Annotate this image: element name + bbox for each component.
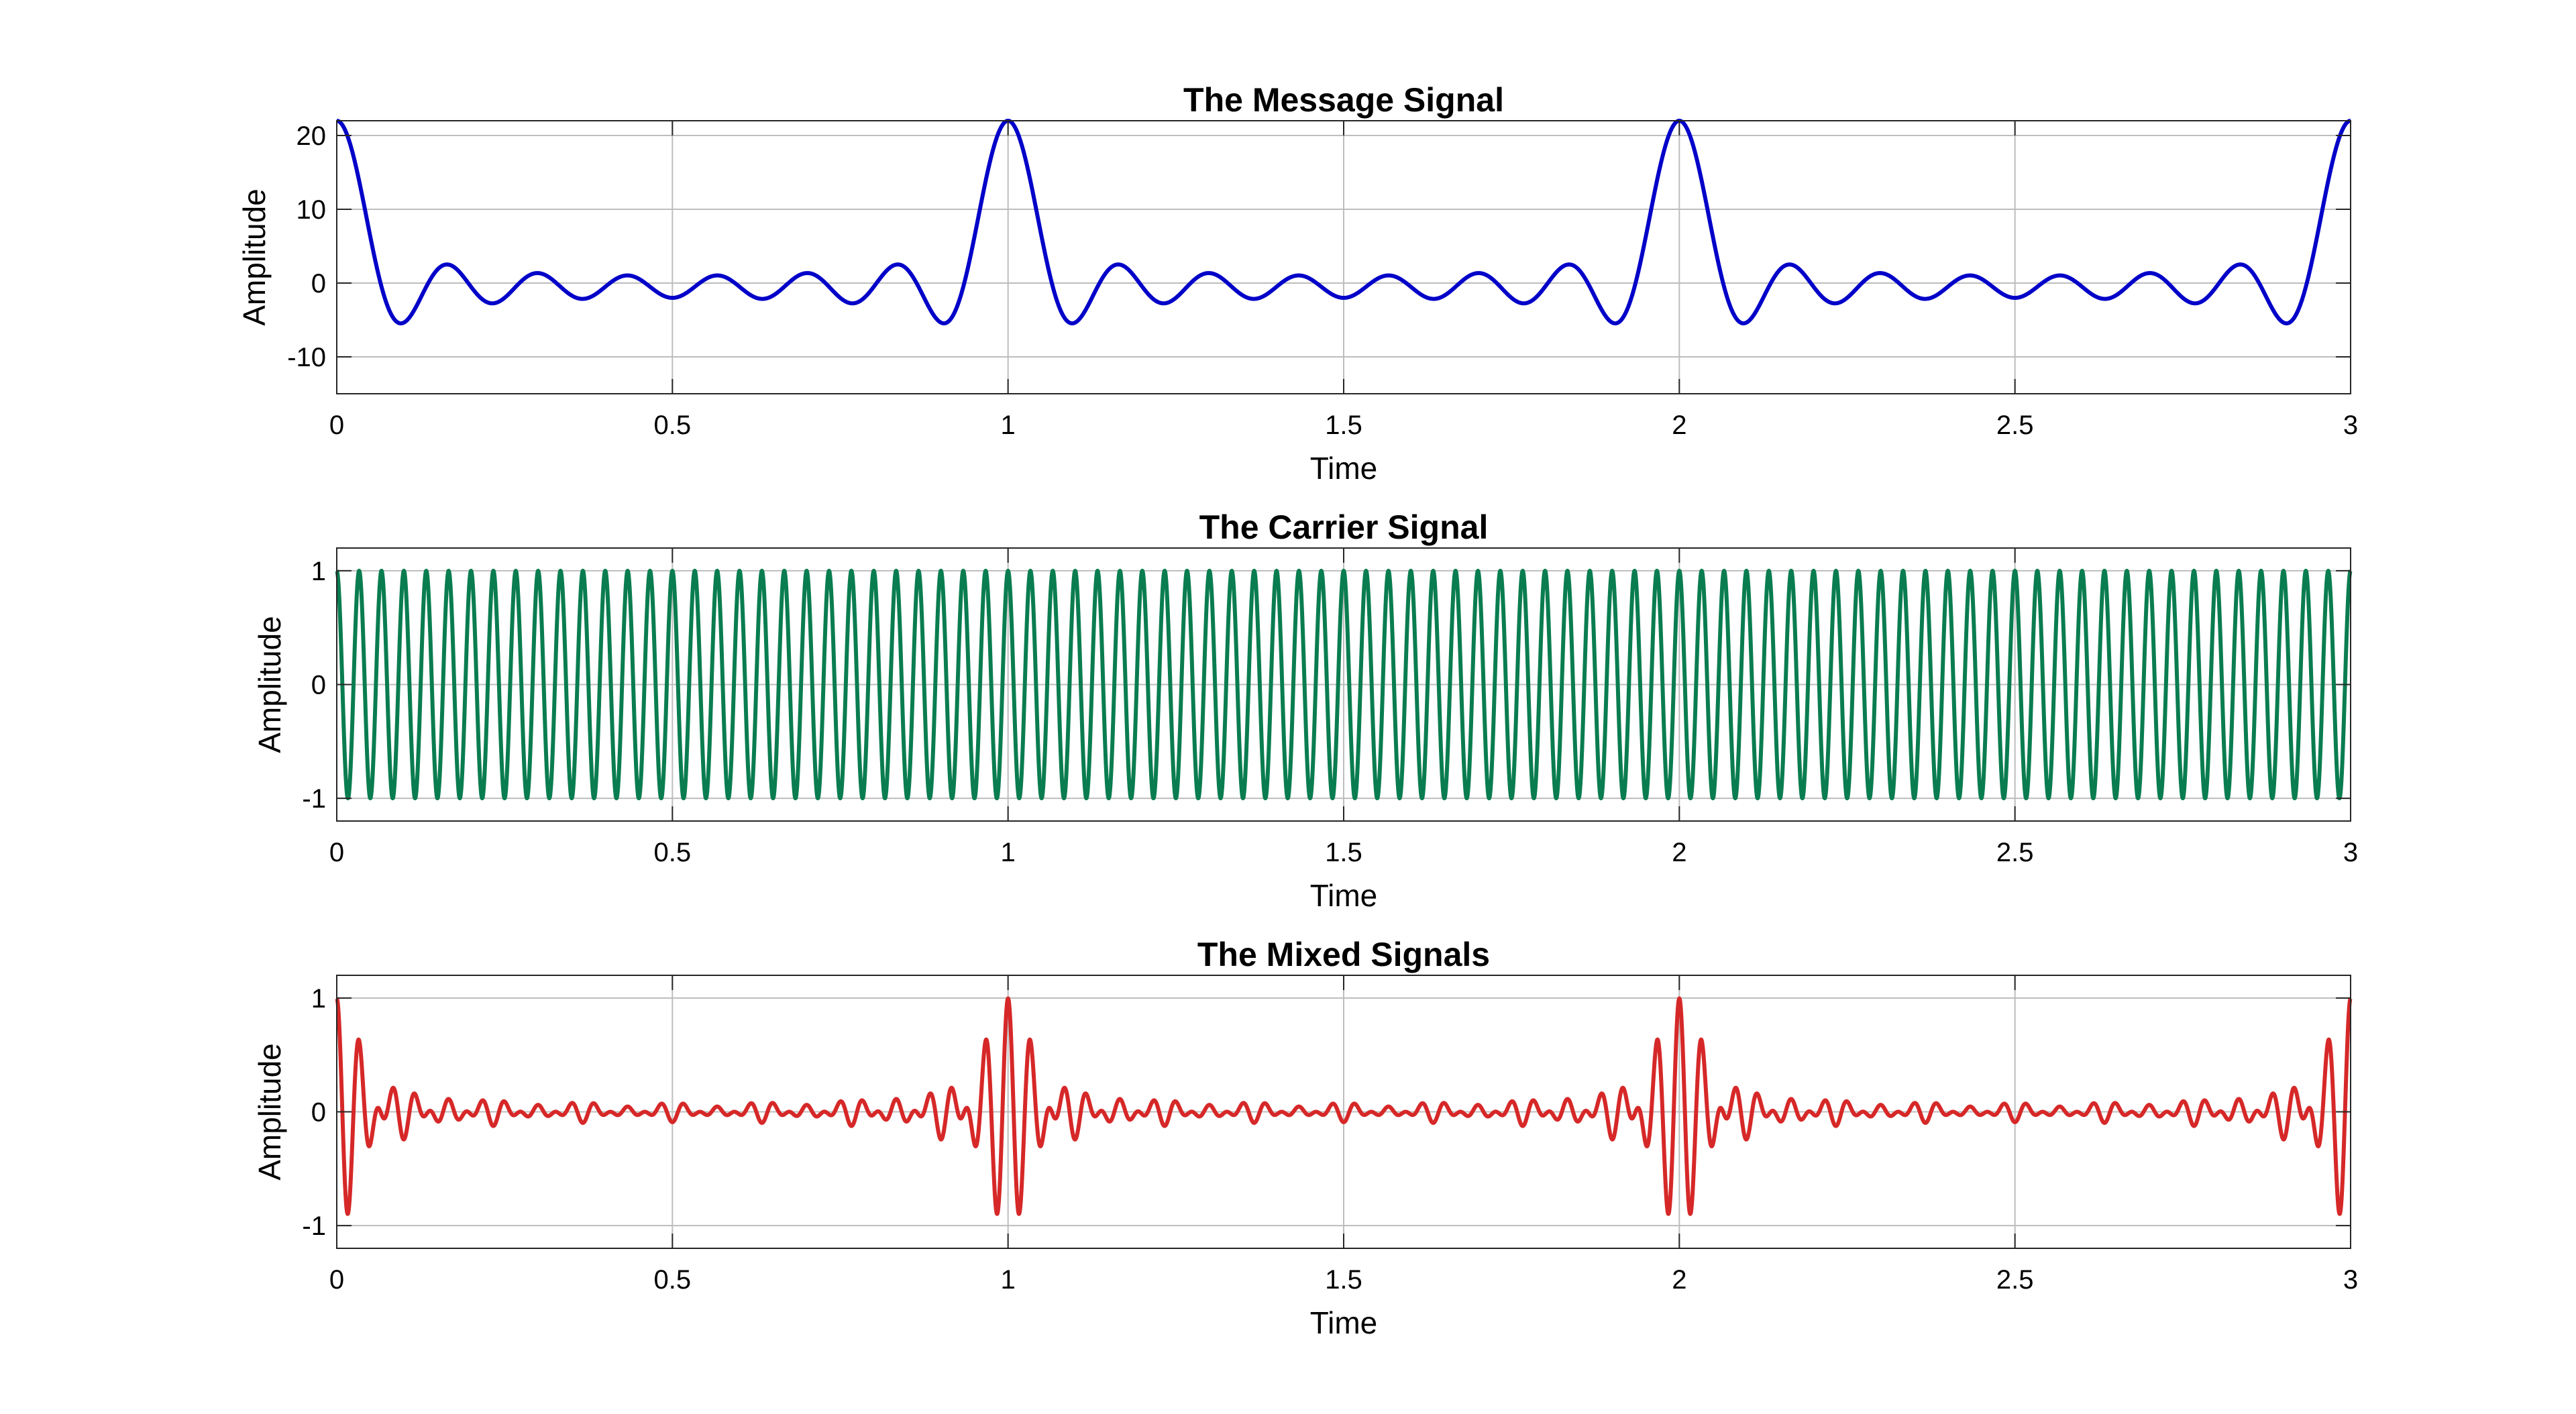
y-axis-label: Amplitude	[237, 188, 272, 326]
x-axis-label: Time	[1310, 1305, 1378, 1340]
x-tick-label: 0.5	[654, 838, 692, 867]
x-tick-label: 2	[1672, 411, 1686, 440]
y-tick-label: 0	[311, 269, 326, 298]
y-tick-label: -1	[302, 784, 326, 814]
x-tick-label: 0.5	[654, 411, 692, 440]
x-tick-label: 0.5	[654, 1265, 692, 1295]
y-tick-label: 20	[297, 121, 327, 151]
x-tick-label: 1	[1001, 838, 1016, 867]
x-tick-label: 1.5	[1325, 411, 1362, 440]
x-tick-label: 1	[1001, 411, 1016, 440]
x-tick-label: 2.5	[1996, 1265, 2034, 1295]
y-tick-label: 1	[311, 557, 326, 586]
y-tick-label: 0	[311, 671, 326, 700]
y-tick-label: -1	[302, 1211, 326, 1241]
y-tick-label: 10	[297, 195, 327, 225]
series-line-1	[335, 996, 2353, 1216]
x-tick-label: 0	[329, 411, 344, 440]
x-tick-label: 3	[2343, 838, 2358, 867]
subplot-1: 0 0.5 1 1.5 2 2.5 3 -10 0 10 20 The Message Signal T…	[237, 81, 2358, 486]
y-tick-label: -10	[287, 343, 326, 372]
x-tick-label: 3	[2343, 1265, 2358, 1295]
x-tick-label: 0	[329, 1265, 344, 1295]
x-tick-label: 2	[1672, 1265, 1686, 1295]
series-line-1	[335, 568, 2353, 801]
x-tick-label: 2	[1672, 838, 1686, 867]
y-axis-label: Amplitude	[252, 1043, 287, 1181]
x-tick-label: 2.5	[1996, 838, 2034, 867]
chart-title: The Message Signal	[1183, 81, 1504, 119]
x-axis-label: Time	[1310, 451, 1378, 486]
x-tick-label: 1.5	[1325, 838, 1362, 867]
x-tick-label: 0	[329, 838, 344, 867]
series-line-1	[335, 119, 2352, 326]
y-tick-label: 1	[311, 984, 326, 1014]
chart-title: The Mixed Signals	[1197, 936, 1490, 973]
x-tick-label: 1	[1001, 1265, 1016, 1295]
chart-title: The Carrier Signal	[1199, 508, 1489, 546]
x-tick-label: 2.5	[1996, 411, 2034, 440]
x-axis-label: Time	[1310, 878, 1378, 913]
y-tick-label: 0	[311, 1098, 326, 1128]
y-axis-label: Amplitude	[252, 616, 287, 753]
x-tick-label: 1.5	[1325, 1265, 1362, 1295]
x-tick-label: 3	[2343, 411, 2358, 440]
